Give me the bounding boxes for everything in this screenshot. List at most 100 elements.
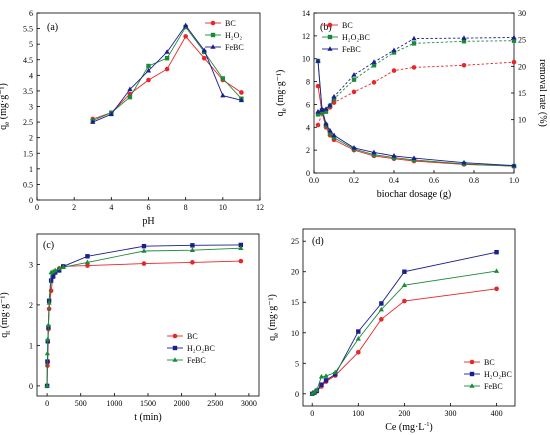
x-tick-label: 6 (147, 203, 151, 212)
series-H₂O₂ (90, 24, 244, 123)
x-tick-label: 3000 (241, 399, 257, 408)
data-point (511, 162, 517, 168)
data-point (44, 383, 50, 388)
x-tick-label: 0.6 (429, 176, 439, 185)
data-point (146, 63, 151, 69)
y-right-tick-label: 30 (518, 9, 526, 18)
x-tick-label: 0.4 (389, 176, 399, 185)
series-line (92, 35, 242, 120)
panel-label: (c) (43, 240, 54, 251)
y-tick-label: 5 (295, 359, 299, 368)
data-point (318, 373, 325, 379)
data-point (164, 66, 170, 72)
legend: BC H₂O₂BC FeBC (167, 332, 215, 365)
x-tick-label: 0 (310, 409, 314, 418)
legend-label: FeBC (342, 45, 361, 54)
series-removal-3 (315, 59, 517, 128)
data-point (323, 109, 329, 114)
chart-panel-1: 0 2 4 6 8 10 12 0 0.5 1 1.5 2 2.5 3 3.5 4 4.5 5 5.5 6 pH qe (… (0, 9, 264, 227)
legend-label: BC (484, 358, 495, 367)
data-point (323, 106, 329, 111)
legend-marker (172, 333, 178, 339)
data-point (189, 247, 195, 252)
data-point (355, 336, 361, 341)
data-point (90, 119, 96, 124)
x-tick-label: 1.0 (509, 176, 519, 185)
y-tick-label: 5.5 (23, 25, 33, 34)
data-point (391, 47, 397, 53)
data-point (141, 248, 147, 253)
data-point (56, 265, 62, 271)
plot-frame (36, 12, 261, 201)
data-point (411, 65, 417, 70)
x-axis-label: biochar dosage (g) (377, 189, 451, 200)
data-point (314, 387, 320, 392)
data-point (371, 63, 377, 68)
y-tick-label: 8 (306, 78, 310, 87)
data-point (323, 121, 329, 126)
data-point (145, 67, 152, 73)
series-line (317, 60, 515, 167)
y-axis-label: qt (mg·g⁻¹) (0, 292, 12, 338)
series-line (317, 37, 515, 113)
data-point (379, 317, 384, 322)
data-point (331, 132, 337, 138)
legend-marker (172, 357, 178, 362)
y-tick-label: 2 (29, 301, 33, 310)
chart-panel-4: 0 100 200 300 400 0 5 10 15 20 25 Ce (mg·L-1) qe (mg… (267, 228, 516, 433)
legend-label: BC (342, 21, 353, 30)
legend-marker (327, 22, 333, 28)
series-FeBC (90, 22, 245, 124)
data-point (411, 35, 417, 41)
data-point (371, 152, 377, 157)
data-point (379, 301, 384, 306)
data-point (402, 269, 407, 274)
data-point (411, 41, 417, 46)
data-point (511, 38, 517, 43)
series-line (92, 26, 242, 121)
data-point (46, 300, 52, 305)
data-point (201, 47, 207, 53)
data-point (238, 245, 244, 250)
data-point (494, 249, 499, 255)
data-point (331, 100, 337, 105)
data-point (85, 254, 90, 259)
legend-marker (172, 345, 178, 351)
x-tick-label: 2000 (174, 399, 190, 408)
data-point (44, 350, 51, 356)
data-point (164, 55, 170, 61)
x-tick-label: 100 (352, 409, 364, 418)
series-line (46, 247, 241, 386)
series-H₂O₂BC (315, 58, 517, 169)
y-tick-label: 4.5 (23, 56, 33, 65)
data-point (60, 264, 66, 270)
data-point (52, 267, 58, 273)
x-axis-label: t (min) (134, 412, 162, 423)
series-line (317, 61, 515, 126)
legend-label: BC (225, 19, 236, 28)
data-point (108, 111, 114, 117)
y-tick-label: 6 (29, 9, 33, 18)
data-point (190, 260, 195, 265)
data-point (494, 286, 499, 292)
x-tick-label: 4 (109, 203, 113, 212)
legend-marker (469, 383, 475, 388)
chart-panel-2: 0.0 0.2 0.4 0.6 0.8 1.0 0 2 4 6 8 10 12 14 10 15 20 25 30 b… (275, 9, 548, 200)
x-axis-label: Ce (mg·L-1) (385, 422, 433, 433)
data-point (331, 135, 337, 140)
data-point (371, 149, 377, 155)
x-tick-label: 300 (444, 409, 456, 418)
data-point (331, 93, 337, 99)
x-tick-label: 0.8 (469, 176, 479, 185)
data-point (391, 50, 397, 55)
x-tick-label: 1500 (140, 399, 156, 408)
y-axis-label: qe (mg·g⁻¹) (275, 70, 288, 117)
data-point (331, 96, 337, 102)
y-tick-label: 20 (291, 268, 299, 277)
data-point (333, 372, 338, 377)
data-point (239, 90, 244, 95)
y-right-tick-label: 20 (518, 62, 526, 71)
data-point (493, 268, 500, 273)
y-tick-label: 2 (29, 134, 33, 143)
data-point (319, 107, 325, 112)
